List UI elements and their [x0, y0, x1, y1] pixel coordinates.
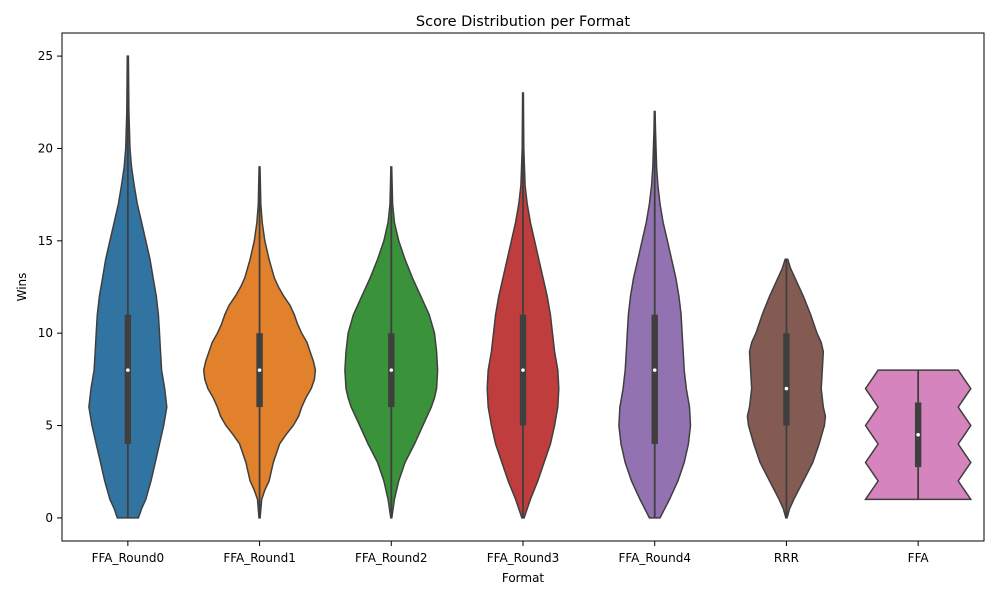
median-point — [784, 386, 789, 391]
violin-FFA_Round2 — [344, 166, 439, 519]
x-tick-label: FFA_Round2 — [355, 551, 428, 565]
x-tick-label: FFA_Round4 — [618, 551, 691, 565]
violin-FFA_Round3 — [486, 92, 560, 519]
median-point — [521, 368, 525, 372]
median-point — [652, 368, 657, 372]
iqr-box — [651, 314, 658, 445]
x-tick-label: FFA_Round3 — [487, 551, 560, 565]
y-tick-label: 20 — [38, 141, 53, 155]
chart-title: Score Distribution per Format — [416, 14, 631, 30]
x-axis: FFA_Round0 FFA_Round1 FFA_Round2 FFA_Round3… — [92, 541, 930, 565]
iqr-box — [783, 333, 790, 426]
iqr-box — [124, 314, 132, 445]
median-point — [389, 368, 394, 372]
x-tick-label: FFA_Round1 — [223, 551, 296, 565]
y-axis-label: Wins — [15, 273, 29, 302]
y-tick-label: 5 — [45, 419, 53, 433]
y-tick-label: 15 — [38, 234, 53, 248]
violins-group — [88, 55, 973, 519]
x-tick-label: RRR — [774, 551, 799, 565]
violin-FFA_Round1 — [202, 166, 317, 519]
median-point — [916, 432, 920, 437]
violin-RRR — [746, 258, 827, 519]
x-tick-label: FFA — [908, 551, 930, 565]
y-tick-label: 25 — [38, 49, 53, 63]
x-axis-label: Format — [502, 571, 545, 585]
violin-FFA_Round0 — [88, 55, 168, 519]
y-tick-label: 0 — [45, 511, 53, 525]
y-tick-label: 10 — [38, 326, 53, 340]
y-axis: 0 5 10 15 20 25 — [38, 49, 62, 525]
median-point — [126, 368, 130, 372]
violin-FFA_Round4 — [618, 110, 692, 519]
median-point — [257, 368, 262, 372]
violin-FFA — [864, 369, 973, 501]
x-tick-label: FFA_Round0 — [92, 551, 165, 565]
